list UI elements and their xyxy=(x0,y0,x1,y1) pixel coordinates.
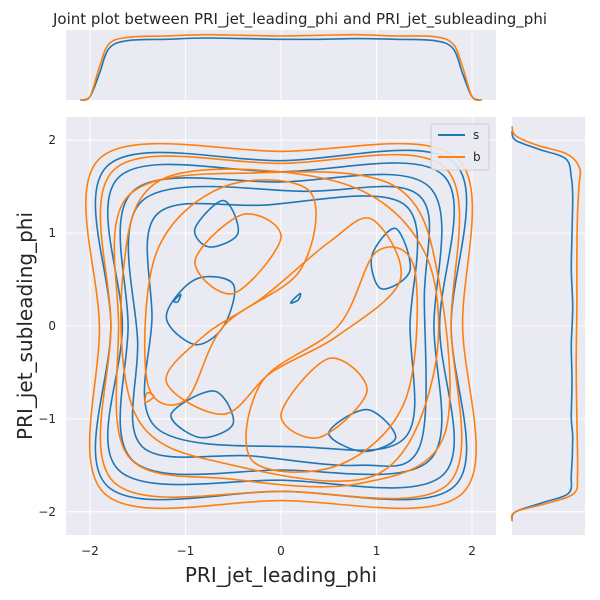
marginal-x-grid xyxy=(89,30,473,100)
x-axis-label: PRI_jet_leading_phi xyxy=(185,563,377,587)
contour-s xyxy=(170,390,235,439)
contour-s xyxy=(127,185,431,467)
x-tick-label: −1 xyxy=(177,544,195,558)
marginal-y-curves xyxy=(510,126,582,522)
x-tick-label: 0 xyxy=(277,544,285,558)
marginal-y-grid xyxy=(512,139,585,513)
contour-s xyxy=(173,293,182,304)
legend-label-b: b xyxy=(473,150,481,164)
contour-b xyxy=(165,217,403,416)
y-tick-label: −1 xyxy=(38,412,56,426)
x-tick-label: −2 xyxy=(81,544,99,558)
contour-b xyxy=(143,179,317,406)
y-tick-label: −2 xyxy=(38,505,56,519)
contour-b xyxy=(280,357,368,439)
contour-s xyxy=(289,292,302,304)
marginal-x-curve-b xyxy=(80,33,482,102)
marginal-y-curve-b xyxy=(510,126,582,522)
contour-b xyxy=(113,170,451,488)
y-tick-label: 1 xyxy=(48,226,56,240)
marginal-x-curves xyxy=(80,33,482,102)
contour-s xyxy=(328,408,397,453)
legend-label-s: s xyxy=(473,128,479,142)
x-tick-labels: −2 −1 0 1 2 xyxy=(81,544,476,558)
y-tick-label: 0 xyxy=(48,319,56,333)
marginal-y-curve-s xyxy=(511,130,574,522)
x-tick-label: 2 xyxy=(468,544,476,558)
legend: s b xyxy=(430,123,490,171)
x-tick-label: 1 xyxy=(373,544,381,558)
marginal-x-curve-s xyxy=(80,37,482,101)
contour-s xyxy=(165,275,236,346)
y-tick-labels: −2 −1 0 1 2 xyxy=(38,133,56,519)
contour-s xyxy=(370,227,412,290)
contour-b xyxy=(194,213,282,295)
contour-s xyxy=(119,173,443,476)
contour-b xyxy=(120,168,440,482)
contour-b xyxy=(144,391,155,404)
chart-title: Joint plot between PRI_jet_leading_phi a… xyxy=(52,10,547,29)
y-tick-label: 2 xyxy=(48,133,56,147)
contour-s xyxy=(193,199,240,248)
contour-b xyxy=(245,246,419,473)
y-axis-label: PRI_jet_subleading_phi xyxy=(13,212,37,440)
